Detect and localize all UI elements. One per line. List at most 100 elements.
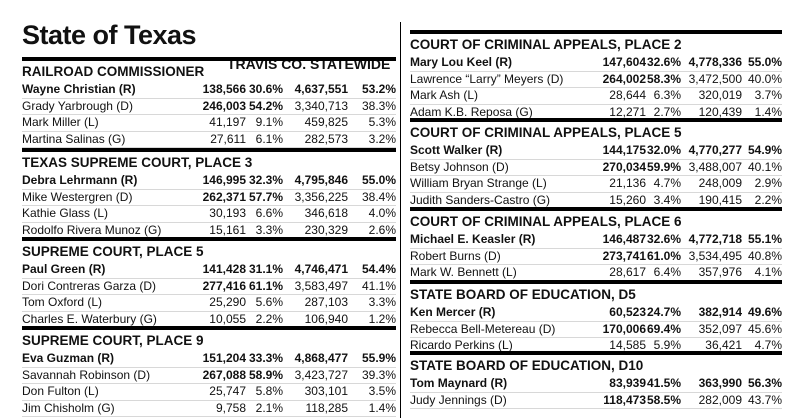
statewide-percent: 40.8%	[747, 248, 782, 263]
race-title: SUPREME COURT, PLACE 5	[22, 237, 396, 262]
candidate-row: Savannah Robinson (D) 267,088 58.9% 3,423,7…	[22, 368, 396, 385]
statewide-percent: 55.0%	[747, 55, 782, 69]
county-votes: 147,604	[602, 55, 646, 69]
county-percent: 4.7%	[653, 176, 681, 191]
statewide-votes: 3,534,495	[688, 248, 742, 263]
statewide-percent: 3.5%	[368, 384, 396, 399]
candidate-row: Scott Walker (R) 144,175 32.0% 4,770,277 54.…	[410, 143, 782, 160]
statewide-votes: 363,990	[698, 376, 742, 390]
statewide-percent: 4.7%	[754, 338, 782, 353]
county-percent: 6.4%	[653, 265, 681, 280]
county-votes: 15,260	[609, 192, 646, 207]
candidate-row: Wayne Christian (R) 138,566 30.6% 4,637,551…	[22, 82, 396, 99]
statewide-votes: 4,868,477	[294, 351, 348, 365]
candidate-row: Martina Salinas (G) 27,611 6.1% 282,573 3.2%	[22, 132, 396, 149]
race-block: COURT OF CRIMINAL APPEALS, PLACE 6 Michae…	[410, 207, 782, 282]
county-percent: 24.7%	[646, 305, 681, 319]
statewide-votes: 230,329	[304, 222, 348, 237]
county-votes: 141,428	[202, 262, 246, 276]
statewide-votes: 382,914	[698, 305, 742, 319]
county-votes: 151,204	[202, 351, 246, 365]
statewide-votes: 106,940	[304, 311, 348, 326]
race-title: SUPREME COURT, PLACE 9	[22, 326, 396, 351]
county-votes: 28,617	[609, 265, 646, 280]
county-percent: 6.1%	[255, 131, 283, 146]
county-percent: 6.6%	[255, 206, 283, 221]
candidate-name: Judy Jennings (D)	[410, 392, 507, 407]
candidate-name: Betsy Johnson (D)	[410, 159, 509, 174]
statewide-votes: 36,421	[705, 338, 742, 353]
statewide-votes: 346,618	[304, 206, 348, 221]
candidate-name: Rebecca Bell-Metereau (D)	[410, 321, 556, 336]
county-votes: 138,566	[202, 82, 246, 96]
candidate-name: Mark Ash (L)	[410, 88, 479, 103]
county-percent: 5.9%	[653, 338, 681, 353]
race-title: COURT OF CRIMINAL APPEALS, PLACE 6	[410, 207, 782, 232]
county-percent: 61.1%	[248, 278, 283, 293]
race-block: TEXAS SUPREME COURT, PLACE 3 Debra Lehrma…	[22, 148, 396, 240]
statewide-votes: 352,097	[698, 321, 742, 336]
statewide-percent: 4.0%	[368, 206, 396, 221]
county-percent: 41.5%	[646, 376, 681, 390]
statewide-votes: 282,009	[698, 392, 742, 407]
statewide-percent: 3.7%	[754, 88, 782, 103]
candidate-name: Eva Guzman (R)	[22, 351, 115, 365]
candidate-name: Tom Oxford (L)	[22, 295, 103, 310]
race-title: COURT OF CRIMINAL APPEALS, PLACE 2	[410, 30, 782, 55]
county-votes: 273,741	[602, 248, 646, 263]
candidate-name: Debra Lehrmann (R)	[22, 173, 138, 187]
county-percent: 3.4%	[653, 192, 681, 207]
county-percent: 59.9%	[646, 159, 681, 174]
statewide-percent: 55.1%	[747, 232, 782, 246]
candidate-name: Robert Burns (D)	[410, 248, 501, 263]
candidate-name: Dori Contreras Garza (D)	[22, 278, 157, 293]
candidate-row: Debra Lehrmann (R) 146,995 32.3% 4,795,846 5…	[22, 173, 396, 190]
race-block: STATE BOARD OF EDUCATION, D5 Ken Mercer (…	[410, 280, 782, 355]
candidate-row: Lawrence “Larry” Meyers (D) 264,002 58.3% 3…	[410, 72, 782, 89]
county-percent: 32.6%	[646, 55, 681, 69]
statewide-votes: 320,019	[698, 88, 742, 103]
statewide-percent: 54.9%	[747, 143, 782, 157]
candidate-name: Tom Maynard (R)	[410, 376, 508, 390]
candidate-name: Wayne Christian (R)	[22, 82, 136, 96]
county-percent: 5.6%	[255, 295, 283, 310]
statewide-percent: 4.1%	[754, 265, 782, 280]
statewide-percent: 1.4%	[754, 104, 782, 119]
county-votes: 41,197	[209, 115, 246, 130]
candidate-name: Ken Mercer (R)	[410, 305, 496, 319]
statewide-percent: 49.6%	[747, 305, 782, 319]
candidate-name: Adam K.B. Reposa (G)	[410, 104, 533, 119]
candidate-row: Eva Guzman (R) 151,204 33.3% 4,868,477 55.9%	[22, 351, 396, 368]
candidate-name: Scott Walker (R)	[410, 143, 503, 157]
statewide-percent: 2.2%	[754, 192, 782, 207]
county-percent: 2.7%	[653, 104, 681, 119]
statewide-percent: 1.2%	[368, 311, 396, 326]
statewide-votes: 3,423,727	[294, 367, 348, 382]
statewide-votes: 3,340,713	[294, 98, 348, 113]
county-votes: 30,193	[209, 206, 246, 221]
statewide-percent: 2.9%	[754, 176, 782, 191]
county-percent: 32.6%	[646, 232, 681, 246]
statewide-percent: 5.3%	[368, 115, 396, 130]
candidate-row: Robert Burns (D) 273,741 61.0% 3,534,495 40.…	[410, 249, 782, 266]
county-percent: 58.5%	[646, 392, 681, 407]
statewide-votes: 303,101	[304, 384, 348, 399]
county-votes: 267,088	[202, 367, 246, 382]
statewide-percent: 38.3%	[361, 98, 396, 113]
statewide-percent: 54.4%	[361, 262, 396, 276]
county-votes: 21,136	[609, 176, 646, 191]
candidate-row: Mark Ash (L) 28,644 6.3% 320,019 3.7%	[410, 88, 782, 105]
county-percent: 30.6%	[248, 82, 283, 96]
candidate-name: Don Fulton (L)	[22, 384, 99, 399]
statewide-percent: 41.1%	[361, 278, 396, 293]
candidate-row: Rebecca Bell-Metereau (D) 170,006 69.4% 352…	[410, 322, 782, 339]
candidate-row: Kathie Glass (L) 30,193 6.6% 346,618 4.0%	[22, 206, 396, 223]
statewide-percent: 3.2%	[368, 131, 396, 146]
candidate-name: Grady Yarbrough (D)	[22, 98, 133, 113]
county-votes: 9,758	[215, 400, 246, 415]
candidate-name: Savannah Robinson (D)	[22, 367, 151, 382]
candidate-name: Mary Lou Keel (R)	[410, 55, 513, 69]
statewide-percent: 38.4%	[361, 189, 396, 204]
county-votes: 27,611	[210, 131, 246, 146]
candidate-name: Kathie Glass (L)	[22, 206, 109, 221]
